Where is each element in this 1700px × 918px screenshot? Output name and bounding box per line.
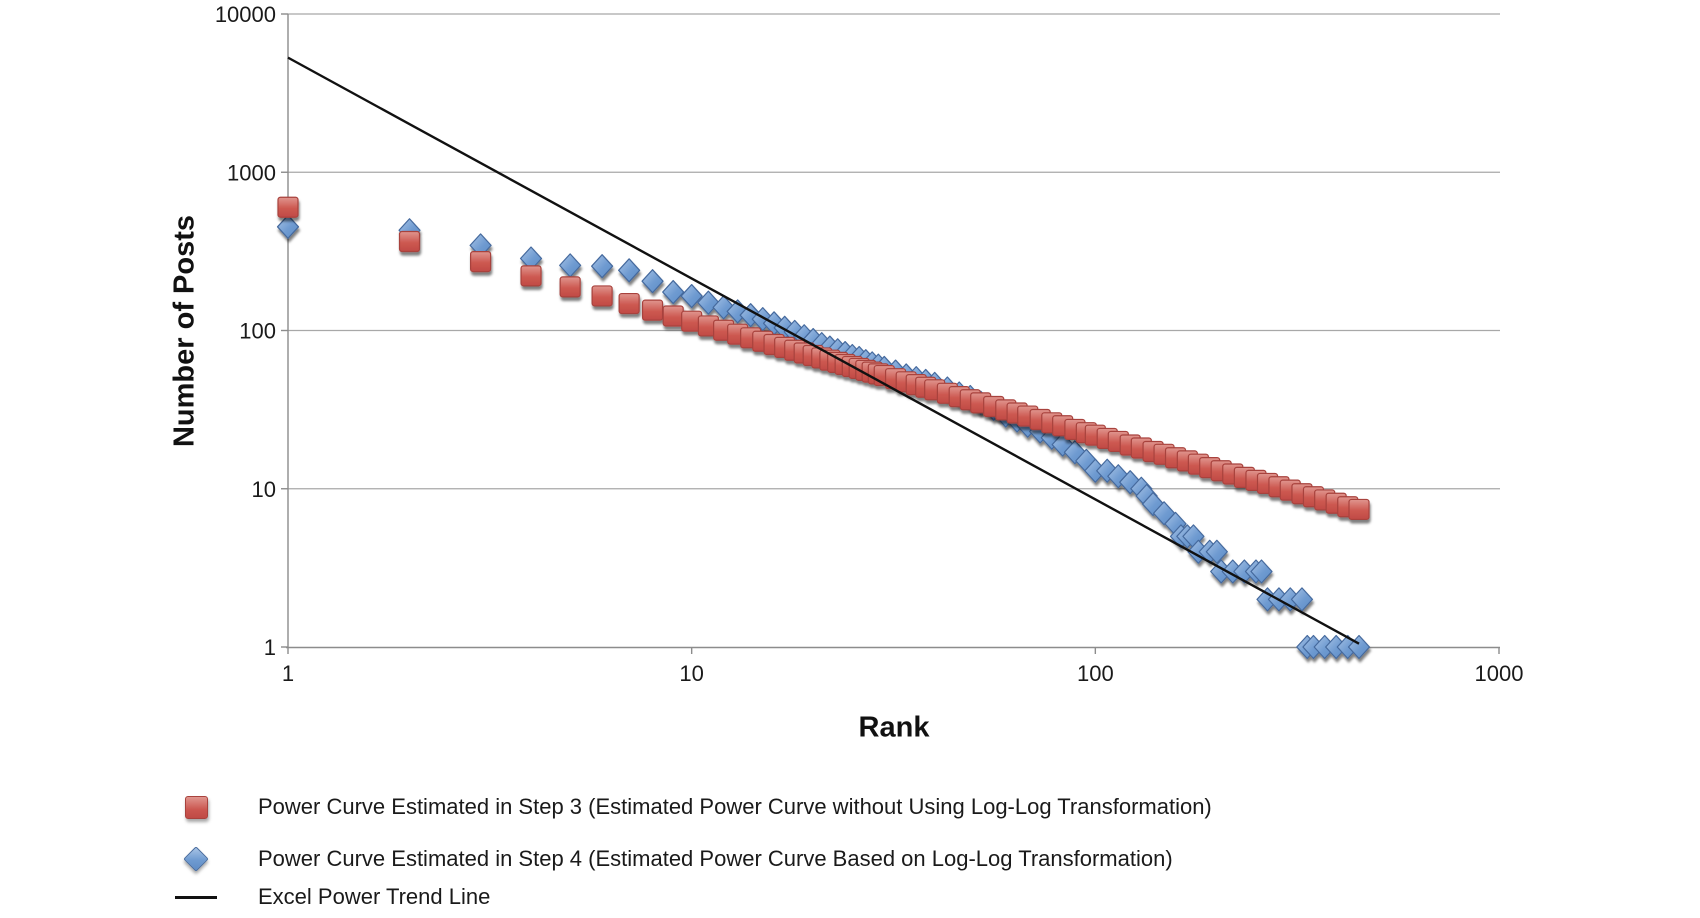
data-point-diamond — [618, 258, 641, 283]
data-point-diamond — [591, 254, 614, 279]
legend-item-step4: Power Curve Estimated in Step 4 (Estimat… — [174, 844, 1173, 874]
legend-item-step3: Power Curve Estimated in Step 3 (Estimat… — [174, 792, 1212, 822]
data-point-square — [641, 299, 664, 321]
data-point-diamond — [1250, 559, 1273, 584]
series-step4 — [276, 214, 1371, 660]
series-trend — [287, 56, 1360, 645]
y-tick-label: 10000 — [215, 2, 276, 27]
data-point-diamond — [662, 279, 685, 305]
trend-line-marker-icon — [175, 895, 217, 899]
blue-diamond-marker-icon — [183, 846, 209, 872]
data-point-diamond — [680, 283, 703, 309]
y-tick-label: 1000 — [227, 160, 276, 185]
data-point-square — [1348, 498, 1370, 521]
tick-labels: 10000 1000 100 10 11 10 100 1000 — [215, 2, 1524, 686]
data-point-diamond — [739, 303, 762, 328]
series-step3 — [277, 196, 1370, 521]
legend-label-step4: Power Curve Estimated in Step 4 (Estimat… — [258, 846, 1173, 871]
data-point-square — [398, 230, 421, 253]
x-tick-label: 100 — [1077, 661, 1114, 686]
data-point-diamond — [641, 269, 664, 294]
legend-label-step3: Power Curve Estimated in Step 3 (Estimat… — [258, 794, 1212, 819]
red-square-marker-icon — [184, 795, 208, 819]
data-point-diamond — [1347, 634, 1371, 660]
gridlines — [288, 13, 1500, 490]
x-axis-title: Rank — [858, 711, 930, 744]
data-point-square — [591, 285, 613, 307]
x-tick-label: 1 — [282, 661, 294, 686]
legend-marker-cell — [174, 846, 218, 872]
data-point-diamond — [1051, 432, 1074, 457]
data-point-square — [618, 292, 640, 315]
data-point-diamond — [1290, 587, 1314, 612]
legend-label-trend: Excel Power Trend Line — [258, 884, 491, 909]
data-point-square — [520, 265, 542, 287]
data-point-diamond — [276, 214, 300, 239]
y-axis-title: Number of Posts — [168, 214, 201, 448]
data-point-square — [277, 196, 299, 218]
data-point-square — [662, 305, 684, 327]
trend-line — [287, 56, 1360, 645]
axes — [281, 13, 1500, 654]
y-tick-label: 10 — [252, 477, 276, 502]
y-tick-label: 100 — [239, 319, 276, 344]
legend-item-trend: Excel Power Trend Line — [174, 882, 490, 912]
data-point-square — [469, 251, 492, 273]
x-tick-label: 10 — [679, 661, 703, 686]
data-series — [276, 56, 1371, 660]
data-point-diamond — [712, 295, 735, 320]
y-tick-label: 1 — [264, 635, 276, 660]
legend-marker-cell — [174, 895, 218, 899]
data-point-diamond — [1205, 539, 1228, 564]
x-tick-label: 1000 — [1475, 661, 1524, 686]
data-point-diamond — [559, 253, 582, 278]
data-point-square — [559, 276, 581, 298]
legend-marker-cell — [174, 795, 218, 819]
